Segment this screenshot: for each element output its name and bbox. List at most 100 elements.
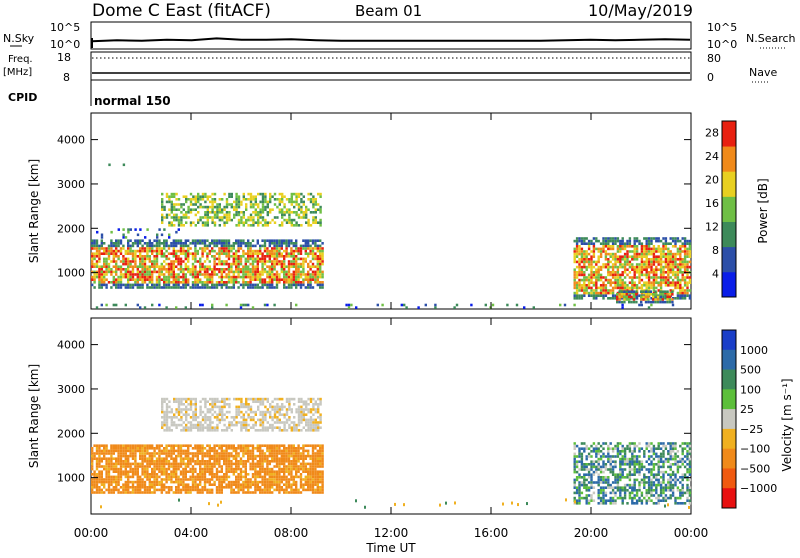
velocity-echo-cell <box>209 478 211 481</box>
velocity-echo-cell <box>257 398 259 401</box>
power-echo-cell <box>276 273 278 276</box>
power-echo-cell <box>348 304 350 307</box>
velocity-echo-cell <box>309 470 311 473</box>
velocity-echo-cell <box>132 463 134 466</box>
power-echo-cell <box>173 239 175 242</box>
power-echo-cell <box>163 216 165 219</box>
velocity-echo-cell <box>305 465 307 468</box>
velocity-echo-cell <box>173 416 175 419</box>
power-echo-cell <box>183 203 185 206</box>
power-echo-cell <box>113 281 115 284</box>
power-echo-cell <box>303 216 305 219</box>
velocity-echo-cell <box>216 491 218 494</box>
power-echo-cell <box>655 237 657 240</box>
power-echo-cell <box>295 250 297 253</box>
power-echo-cell <box>261 284 263 287</box>
power-echo-cell <box>578 253 580 256</box>
power-echo-cell <box>633 301 635 304</box>
power-echo-cell <box>137 234 139 237</box>
power-echo-cell <box>177 250 179 253</box>
power-echo-cell <box>93 278 95 281</box>
power-echo-cell <box>612 240 614 243</box>
power-echo-cell <box>657 298 659 301</box>
power-echo-cell <box>139 250 141 253</box>
velocity-echo-cell <box>276 483 278 486</box>
power-echo-cell <box>630 296 632 299</box>
velocity-echo-cell <box>209 416 211 419</box>
power-echo-cell <box>141 245 143 248</box>
velocity-echo-cell <box>319 486 321 489</box>
velocity-echo-cell <box>321 460 323 463</box>
power-echo-cell <box>237 271 239 274</box>
power-echo-cell <box>197 260 199 263</box>
power-echo-cell <box>269 258 271 261</box>
power-echo-cell <box>175 278 177 281</box>
power-echo-cell <box>228 219 230 222</box>
velocity-echo-cell <box>161 473 163 476</box>
power-echo-cell <box>168 195 170 198</box>
velocity-echo-cell <box>300 416 302 419</box>
power-echo-cell <box>290 255 292 258</box>
velocity-echo-cell <box>307 452 309 455</box>
velocity-echo-cell <box>122 463 124 466</box>
power-echo-cell <box>125 304 127 307</box>
velocity-echo-cell <box>319 457 321 460</box>
power-echo-cell <box>213 245 215 248</box>
power-echo-cell <box>626 253 628 256</box>
power-echo-cell <box>252 195 254 198</box>
power-echo-cell <box>115 304 117 307</box>
velocity-echo-cell <box>93 483 95 486</box>
power-echo-cell <box>300 201 302 204</box>
velocity-echo-cell <box>223 444 225 447</box>
power-echo-cell <box>319 268 321 271</box>
power-echo-cell <box>291 201 293 204</box>
power-echo-cell <box>674 258 676 261</box>
power-echo-cell <box>602 248 604 251</box>
velocity-echo-cell <box>110 450 112 453</box>
power-echo-cell <box>127 271 129 274</box>
velocity-echo-cell <box>127 444 129 447</box>
velocity-echo-cell <box>199 470 201 473</box>
power-echo-cell <box>163 268 165 271</box>
power-echo-cell <box>204 239 206 242</box>
power-echo-cell <box>403 304 405 307</box>
power-echo-cell <box>643 284 645 287</box>
power-echo-cell <box>616 301 618 304</box>
power-echo-cell <box>209 211 211 214</box>
power-echo-cell <box>233 216 235 219</box>
power-echo-cell <box>672 274 674 277</box>
velocity-echo-cell <box>312 460 314 463</box>
velocity-echo-cell <box>295 476 297 479</box>
power-echo-cell <box>173 268 175 271</box>
power-echo-cell <box>626 298 628 301</box>
noise-panel-frame <box>91 22 691 49</box>
power-echo-cell <box>650 237 652 240</box>
power-echo-cell <box>641 304 643 307</box>
velocity-echo-cell <box>321 476 323 479</box>
velocity-echo-cell <box>276 476 278 479</box>
velocity-echo-cell <box>216 470 218 473</box>
power-echo-cell <box>662 253 664 256</box>
power-echo-cell <box>307 273 309 276</box>
power-echo-cell <box>674 297 676 300</box>
power-echo-cell <box>218 250 220 253</box>
velocity-echo-cell <box>274 398 276 401</box>
velocity-echo-cell <box>108 463 110 466</box>
power-echo-cell <box>151 247 153 250</box>
power-echo-cell <box>269 245 271 248</box>
power-echo-cell <box>574 268 576 271</box>
power-echo-cell <box>125 276 127 279</box>
power-echo-cell <box>250 206 252 209</box>
power-echo-cell <box>648 237 650 240</box>
power-echo-cell <box>185 201 187 204</box>
velocity-echo-cell <box>139 476 141 479</box>
power-echo-cell <box>156 234 158 237</box>
power-echo-cell <box>686 248 688 251</box>
power-echo-cell <box>607 240 609 243</box>
velocity-echo-cell <box>108 465 110 468</box>
power-echo-cell <box>638 304 640 307</box>
power-echo-cell <box>586 289 588 292</box>
velocity-echo-cell <box>101 489 103 492</box>
power-echo-cell <box>302 239 304 242</box>
power-echo-cell <box>641 248 643 251</box>
